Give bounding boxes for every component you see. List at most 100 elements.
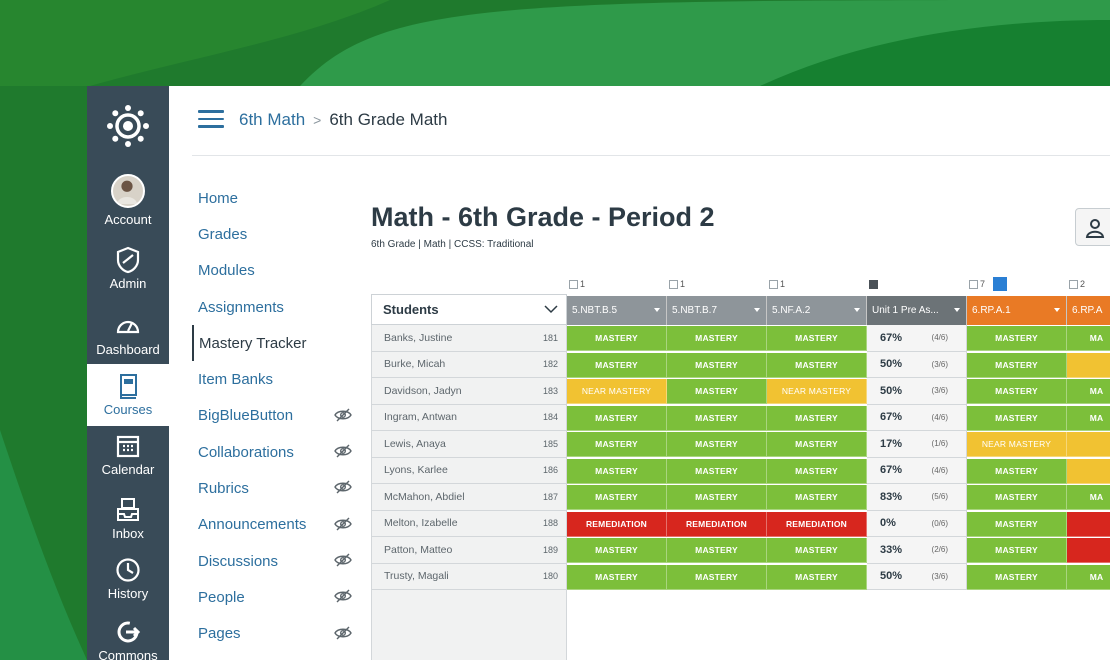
mastery-cell[interactable]: MASTERY bbox=[667, 352, 767, 378]
column-select[interactable]: 1 bbox=[669, 275, 685, 293]
column-select[interactable]: 2 bbox=[1069, 275, 1085, 293]
student-row[interactable]: Burke, Micah 182 bbox=[371, 351, 567, 378]
mastery-cell[interactable]: NEAR MASTERY bbox=[967, 432, 1067, 457]
nav-history[interactable]: History bbox=[87, 556, 169, 616]
mastery-cell[interactable]: MASTERY bbox=[967, 326, 1067, 351]
column-checkbox[interactable] bbox=[669, 279, 678, 289]
course-nav-item[interactable]: People bbox=[192, 579, 352, 615]
course-nav-item[interactable]: Item Banks bbox=[192, 361, 352, 397]
column-select[interactable]: 1 bbox=[769, 275, 785, 293]
assessment-score-cell[interactable]: 67% (4/6) bbox=[867, 325, 967, 352]
column-checkbox[interactable] bbox=[769, 279, 778, 289]
student-row[interactable]: Lewis, Anaya 185 bbox=[371, 431, 567, 458]
assessment-score-cell[interactable]: 50% (3/6) bbox=[867, 378, 967, 405]
mastery-cell[interactable]: MASTERY bbox=[567, 458, 667, 484]
assessment-score-cell[interactable]: 67% (4/6) bbox=[867, 404, 967, 431]
mastery-cell[interactable]: MASTERY bbox=[967, 352, 1067, 378]
assessment-score-cell[interactable]: 83% (5/6) bbox=[867, 484, 967, 511]
mastery-cell[interactable]: MA bbox=[1067, 564, 1110, 590]
assessment-score-cell[interactable]: 50% (3/6) bbox=[867, 563, 967, 590]
mastery-cell[interactable]: REMEDIATION bbox=[567, 511, 667, 537]
hidden-eye-icon[interactable] bbox=[334, 626, 352, 640]
mastery-cell[interactable]: MASTERY bbox=[767, 485, 867, 510]
course-nav-item[interactable]: Discussions bbox=[192, 543, 352, 579]
course-nav-item[interactable]: Grades bbox=[192, 216, 352, 252]
hidden-eye-icon[interactable] bbox=[334, 444, 352, 458]
column-select[interactable]: 1 bbox=[569, 275, 585, 293]
course-nav-item[interactable]: Collaborations bbox=[192, 434, 352, 470]
hidden-eye-icon[interactable] bbox=[334, 408, 352, 422]
breadcrumb-course-link[interactable]: 6th Math bbox=[239, 110, 306, 129]
mastery-cell[interactable]: MASTERY bbox=[767, 538, 867, 563]
mastery-cell[interactable]: MASTERY bbox=[667, 564, 767, 590]
student-row[interactable]: Melton, Izabelle 188 bbox=[371, 510, 567, 537]
mastery-cell[interactable]: MA bbox=[1067, 405, 1110, 431]
mastery-cell[interactable]: MASTERY bbox=[567, 485, 667, 510]
column-checkbox[interactable] bbox=[869, 279, 878, 289]
mastery-cell[interactable]: MASTERY bbox=[767, 458, 867, 484]
mastery-cell[interactable]: MA bbox=[1067, 485, 1110, 510]
hidden-eye-icon[interactable] bbox=[334, 589, 352, 603]
column-select[interactable] bbox=[869, 275, 880, 293]
mastery-cell[interactable]: MASTERY bbox=[767, 432, 867, 457]
mastery-cell[interactable]: REMEDIATION bbox=[767, 511, 867, 537]
student-row[interactable]: McMahon, Abdiel 187 bbox=[371, 484, 567, 511]
course-nav-item[interactable]: Mastery Tracker bbox=[192, 325, 352, 362]
student-row[interactable]: Lyons, Karlee 186 bbox=[371, 457, 567, 484]
course-nav-item[interactable]: Announcements bbox=[192, 507, 352, 543]
student-row[interactable]: Davidson, Jadyn 183 bbox=[371, 378, 567, 405]
mastery-cell[interactable]: MASTERY bbox=[667, 379, 767, 404]
hidden-eye-icon[interactable] bbox=[334, 480, 352, 494]
course-nav-item[interactable]: Assignments bbox=[192, 289, 352, 325]
students-sort-dropdown[interactable]: Students bbox=[371, 294, 567, 325]
mastery-cell[interactable] bbox=[1067, 511, 1110, 537]
outcome-column-header[interactable]: 6.RP.A.1 bbox=[967, 296, 1067, 325]
mastery-cell[interactable] bbox=[1067, 538, 1110, 563]
mastery-cell[interactable]: MASTERY bbox=[967, 379, 1067, 404]
hidden-eye-icon[interactable] bbox=[334, 553, 352, 567]
mastery-cell[interactable] bbox=[1067, 458, 1110, 484]
mastery-cell[interactable]: MASTERY bbox=[567, 352, 667, 378]
column-select[interactable]: 7 bbox=[969, 275, 1008, 293]
student-row[interactable]: Banks, Justine 181 bbox=[371, 325, 567, 352]
hidden-eye-icon[interactable] bbox=[334, 517, 352, 531]
mastery-cell[interactable]: MASTERY bbox=[767, 564, 867, 590]
mastery-cell[interactable]: MASTERY bbox=[967, 538, 1067, 563]
course-nav-item[interactable]: Modules bbox=[192, 253, 352, 289]
mastery-cell[interactable]: MASTERY bbox=[667, 485, 767, 510]
mastery-cell[interactable]: MASTERY bbox=[967, 511, 1067, 537]
nav-admin[interactable]: Admin bbox=[87, 246, 169, 306]
mastery-cell[interactable]: NEAR MASTERY bbox=[567, 379, 667, 404]
assessment-score-cell[interactable]: 50% (3/6) bbox=[867, 351, 967, 378]
mastery-cell[interactable]: MASTERY bbox=[967, 405, 1067, 431]
student-row[interactable]: Ingram, Antwan 184 bbox=[371, 404, 567, 431]
mastery-cell[interactable]: MASTERY bbox=[567, 538, 667, 563]
mastery-cell[interactable]: MA bbox=[1067, 326, 1110, 351]
mastery-cell[interactable]: MASTERY bbox=[667, 458, 767, 484]
assessment-score-cell[interactable]: 17% (1/6) bbox=[867, 431, 967, 458]
mastery-cell[interactable]: MASTERY bbox=[667, 538, 767, 563]
outcome-column-header[interactable]: 5.NBT.B.7 bbox=[667, 296, 767, 325]
mastery-cell[interactable]: MASTERY bbox=[567, 432, 667, 457]
mastery-cell[interactable]: REMEDIATION bbox=[667, 511, 767, 537]
student-row[interactable]: Patton, Matteo 189 bbox=[371, 537, 567, 564]
nav-calendar[interactable]: Calendar bbox=[87, 432, 169, 492]
outcome-column-header[interactable]: Unit 1 Pre As... bbox=[867, 296, 967, 325]
nav-courses[interactable]: Courses bbox=[87, 364, 169, 426]
outcome-column-header[interactable]: 5.NBT.B.5 bbox=[567, 296, 667, 325]
nav-commons[interactable]: Commons bbox=[87, 618, 169, 660]
mastery-cell[interactable]: MASTERY bbox=[667, 326, 767, 351]
assessment-score-cell[interactable]: 0% (0/6) bbox=[867, 510, 967, 537]
mastery-cell[interactable]: MASTERY bbox=[967, 564, 1067, 590]
mastery-cell[interactable]: MASTERY bbox=[667, 432, 767, 457]
mastery-cell[interactable]: NEAR MASTERY bbox=[767, 379, 867, 404]
course-nav-item[interactable]: BigBlueButton bbox=[192, 398, 352, 434]
mastery-cell[interactable]: MASTERY bbox=[767, 405, 867, 431]
mastery-cell[interactable] bbox=[1067, 432, 1110, 457]
mastery-cell[interactable]: MASTERY bbox=[567, 405, 667, 431]
nav-dashboard[interactable]: Dashboard bbox=[87, 312, 169, 372]
assessment-score-cell[interactable]: 67% (4/6) bbox=[867, 457, 967, 484]
mastery-cell[interactable]: MASTERY bbox=[767, 326, 867, 351]
mastery-cell[interactable]: MASTERY bbox=[567, 326, 667, 351]
canvas-logo-icon[interactable] bbox=[106, 104, 150, 148]
